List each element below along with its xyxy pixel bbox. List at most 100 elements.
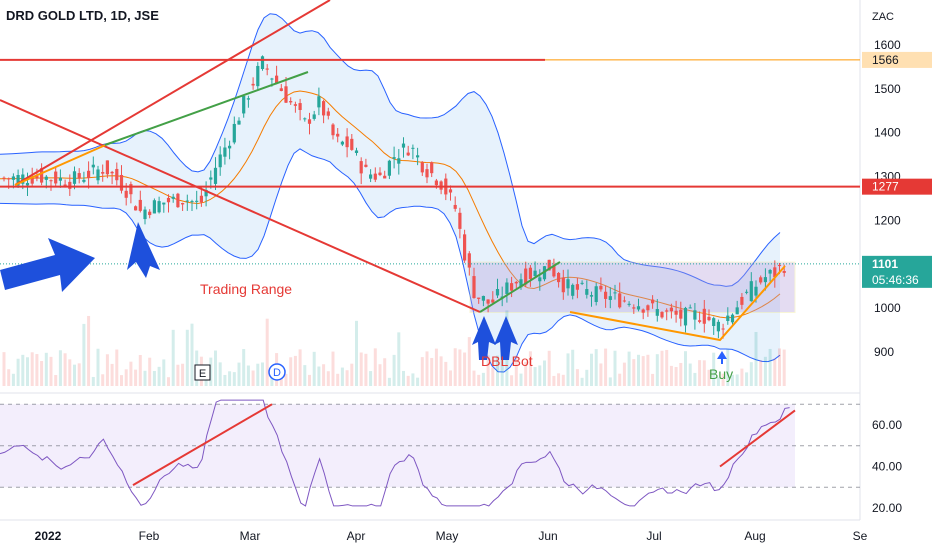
volume-bar [7, 369, 11, 386]
candle-body [195, 200, 199, 202]
volume-bar [585, 369, 589, 386]
candle-body [171, 196, 175, 199]
moving-average-line [0, 90, 781, 319]
bollinger-upper-line [0, 13, 781, 287]
volume-bar [228, 371, 232, 386]
volume-bar [698, 360, 702, 386]
annotation-buy: Buy [709, 366, 733, 382]
candle-body [660, 311, 664, 318]
volume-bar [359, 352, 363, 386]
volume-bar [759, 360, 763, 386]
volume-bar [124, 369, 128, 386]
volume-bar [458, 349, 462, 386]
volume-bar [533, 367, 537, 386]
candle-body [679, 309, 683, 319]
candle-body [636, 306, 641, 310]
volume-bar [101, 374, 105, 386]
time-tick-label: 2022 [35, 529, 62, 543]
candle-body [340, 141, 344, 145]
candle-body [185, 200, 189, 202]
dividend-marker-circle [268, 363, 286, 381]
volume-bar [669, 365, 673, 386]
volume-bar [524, 361, 528, 386]
volume-bar [134, 369, 138, 386]
candle-body [143, 209, 147, 220]
candle-body [58, 177, 62, 181]
candle-body [152, 200, 156, 214]
candle-body [777, 265, 782, 267]
candle-body [237, 120, 241, 125]
candle-body [580, 282, 584, 284]
earnings-marker-label: E [199, 368, 206, 380]
volume-bar [298, 349, 302, 386]
volume-bar [655, 354, 659, 386]
candle-body [519, 279, 523, 288]
candle-body [101, 172, 105, 174]
candle-body [209, 177, 213, 180]
candle-body [604, 291, 608, 299]
volume-bar [604, 348, 608, 386]
countdown-label: 05:46:36 [872, 273, 919, 287]
candle-body [655, 309, 659, 316]
earnings-marker-box [194, 364, 211, 381]
volume-bar [491, 367, 495, 386]
volume-bar [11, 373, 15, 386]
candle-body [110, 171, 114, 174]
volume-bar [21, 354, 25, 386]
volume-bar [481, 372, 485, 386]
rsi-tick-label: 60.00 [872, 418, 902, 432]
volume-bar [246, 365, 250, 386]
volume-bar [181, 363, 185, 386]
volume-bar [152, 370, 156, 386]
candle-body [458, 212, 462, 229]
candle-body [279, 88, 283, 91]
candle-body [119, 174, 124, 191]
volume-bar [293, 355, 297, 386]
candle-body [25, 182, 30, 186]
candle-body [528, 267, 532, 279]
volume-bar [561, 374, 565, 386]
candle-body [54, 171, 58, 184]
volume-bar [740, 368, 744, 386]
candle-body [575, 284, 579, 290]
volume-bar [331, 351, 335, 386]
candle-body [745, 291, 749, 293]
candle-body [218, 154, 222, 168]
volume-bar [105, 354, 109, 386]
rsi-trendline-2 [719, 409, 796, 468]
candle-body [7, 178, 11, 180]
candle-body [223, 147, 227, 157]
candle-body [345, 136, 349, 148]
volume-bar [463, 352, 467, 386]
time-tick-label: Mar [240, 529, 261, 543]
candle-body [571, 284, 575, 296]
volume-bar [2, 352, 6, 386]
candle-body [749, 281, 753, 302]
candle-body [759, 277, 763, 283]
candle-body [505, 282, 509, 294]
volume-bar [651, 373, 655, 386]
candle-body [228, 145, 232, 149]
candle-body [481, 295, 485, 301]
candle-body [49, 180, 53, 182]
time-tick-label: Jun [538, 529, 557, 543]
volume-bar [434, 348, 438, 386]
volume-bar [289, 357, 293, 386]
candle-body [2, 177, 6, 179]
candle-body [246, 98, 250, 100]
rsi-tick-label: 40.00 [872, 460, 902, 474]
candle-body [251, 83, 255, 86]
candle-body [646, 305, 650, 311]
volume-bar [763, 356, 767, 386]
volume-bar [77, 363, 81, 386]
volume-bar [115, 349, 119, 386]
candle-body [486, 299, 490, 304]
candle-body [641, 309, 645, 313]
big-blue-arrow [0, 238, 95, 292]
volume-bar [110, 363, 114, 386]
volume-bar [214, 350, 217, 386]
candle-body [561, 277, 565, 293]
candle-body [585, 289, 589, 295]
volume-bar [768, 348, 772, 386]
